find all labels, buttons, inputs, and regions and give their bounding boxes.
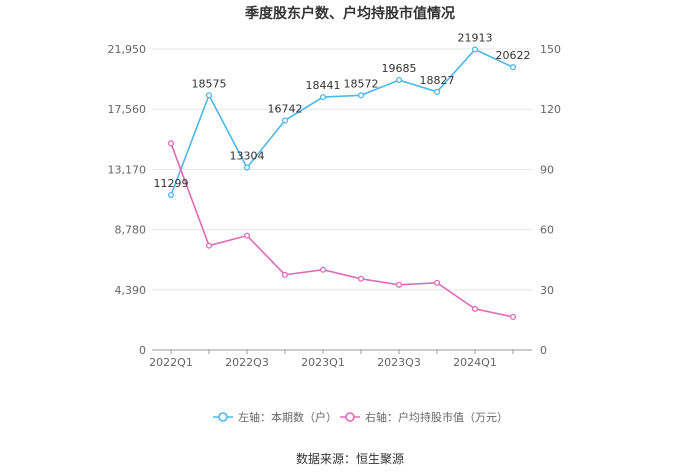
right-tick-label: 120 [540, 103, 561, 116]
data-point [281, 271, 289, 278]
right-tick-label: 90 [540, 163, 554, 176]
data-point [281, 117, 289, 124]
legend-label-1: 左轴：本期数（户） [238, 410, 337, 424]
series-points [167, 46, 517, 320]
data-point [395, 77, 403, 84]
data-point [357, 92, 365, 99]
chart-title: 季度股东户数、户均持股市值情况 [244, 5, 455, 22]
x-tick-label: 2022Q3 [225, 356, 269, 369]
right-tick-label: 150 [540, 43, 561, 56]
axes: 0 4,390 8,780 13,170 17,560 21,950 0 30 60 90 120 1… [108, 43, 562, 369]
left-tick-label: 21,950 [108, 43, 147, 56]
data-point [509, 64, 517, 71]
data-point [395, 281, 403, 288]
data-label: 18827 [420, 74, 455, 87]
right-tick-label: 0 [540, 344, 547, 357]
legend-swatch-marker [218, 412, 228, 422]
right-tick-label: 30 [540, 284, 554, 297]
left-tick-label: 17,560 [108, 103, 147, 116]
legend: 左轴：本期数（户） 右轴：户均持股市值（万元） [213, 410, 508, 424]
x-tick-label: 2023Q3 [377, 356, 421, 369]
data-point [205, 242, 213, 249]
x-tick-label: 2023Q1 [301, 356, 345, 369]
x-tick-label: 2022Q1 [149, 356, 193, 369]
data-point [433, 88, 441, 95]
data-point [205, 92, 213, 99]
data-point [509, 313, 517, 320]
left-tick-label: 8,780 [115, 224, 147, 237]
data-point [243, 232, 251, 239]
data-label: 19685 [382, 62, 417, 75]
data-point [243, 164, 251, 171]
series-line-2 [170, 143, 514, 318]
left-tick-label: 0 [139, 344, 146, 357]
legend-swatch-marker [345, 412, 355, 422]
data-point [433, 279, 441, 286]
data-point [319, 94, 327, 101]
source-note: 数据来源：恒生聚源 [296, 451, 404, 466]
data-label: 16742 [268, 102, 303, 115]
data-point [319, 266, 327, 273]
series-lines [170, 48, 514, 318]
right-tick-label: 60 [540, 224, 554, 237]
data-label: 21913 [458, 32, 493, 45]
left-tick-label: 4,390 [115, 284, 147, 297]
data-point [167, 192, 175, 199]
series-line-1 [170, 48, 514, 196]
data-label: 18572 [344, 77, 379, 90]
data-label: 18441 [306, 79, 341, 92]
left-tick-label: 13,170 [108, 163, 147, 176]
data-point [167, 140, 175, 147]
data-label: 18575 [192, 77, 227, 90]
data-point [471, 305, 479, 312]
legend-label-2: 右轴：户均持股市值（万元） [365, 410, 508, 424]
data-point [471, 46, 479, 53]
data-label: 13304 [230, 150, 265, 163]
x-tick-label: 2024Q1 [453, 356, 497, 369]
data-point [357, 275, 365, 282]
data-label: 11299 [154, 177, 189, 190]
data-label: 20622 [496, 49, 531, 62]
